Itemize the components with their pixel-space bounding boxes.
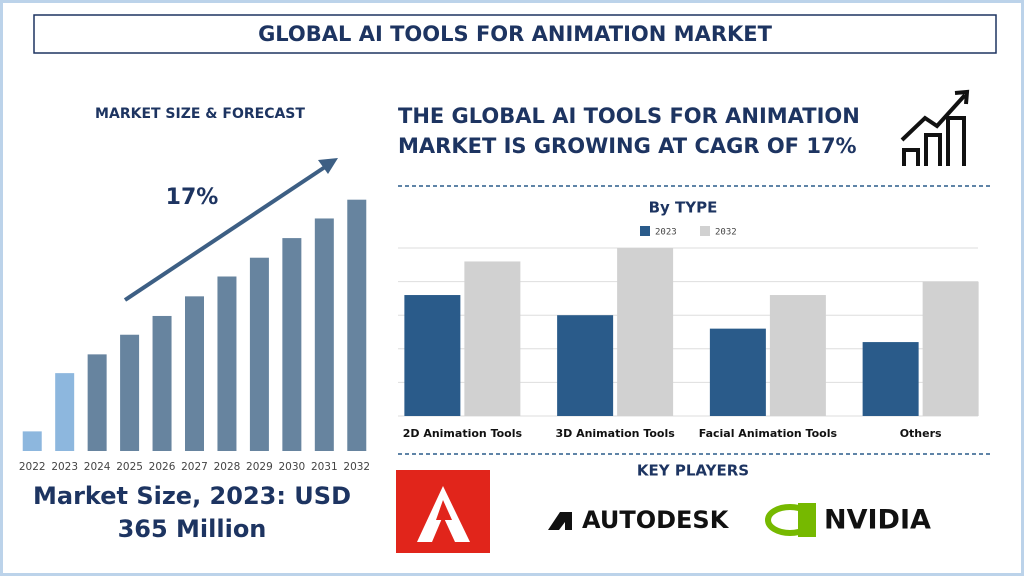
bar: [404, 295, 461, 416]
x-tick-label: 2032: [343, 461, 370, 473]
bar: [152, 315, 172, 451]
autodesk-mark: [548, 512, 572, 530]
nvidia-mark: [765, 503, 816, 537]
nvidia-logo: NVIDIA: [824, 505, 931, 536]
x-tick-label: Others: [900, 427, 942, 440]
legend-label: 2032: [715, 228, 737, 238]
chart-title: By TYPE: [649, 199, 718, 217]
x-tick-label: 2023: [51, 461, 78, 473]
x-tick-label: 2027: [181, 461, 208, 473]
x-tick-label: 2022: [19, 461, 46, 473]
bar: [347, 199, 367, 451]
bar: [557, 315, 614, 416]
legend-swatch: [640, 226, 650, 236]
x-tick-label: 2025: [116, 461, 143, 473]
bar: [22, 431, 42, 451]
autodesk-logo: AUTODESK: [582, 506, 730, 534]
x-tick-label: 2029: [246, 461, 273, 473]
bar: [314, 218, 334, 451]
market-size: Market Size, 2023: USD: [33, 482, 351, 510]
bar: [55, 373, 75, 451]
bar: [709, 328, 766, 416]
bar: [249, 257, 269, 451]
bar: [464, 261, 521, 416]
bar: [862, 342, 919, 416]
bar: [217, 276, 237, 451]
bar: [617, 248, 674, 416]
x-tick-label: 2028: [214, 461, 241, 473]
legend-label: 2023: [655, 228, 677, 238]
growth-icon: [900, 89, 970, 166]
x-tick-label: 3D Animation Tools: [555, 427, 675, 440]
bar: [282, 238, 302, 451]
x-tick-label: Facial Animation Tools: [699, 427, 838, 440]
x-tick-label: 2030: [278, 461, 305, 473]
market-size: 365 Million: [118, 515, 267, 543]
x-tick-label: 2031: [311, 461, 338, 473]
x-tick-label: 2024: [84, 461, 111, 473]
bar: [769, 295, 826, 416]
key-players-title: KEY PLAYERS: [637, 462, 749, 480]
headline: MARKET IS GROWING AT CAGR OF 17%: [398, 134, 857, 158]
growth-arrow: [123, 163, 330, 302]
headline: THE GLOBAL AI TOOLS FOR ANIMATION: [398, 104, 860, 128]
bar: [185, 296, 204, 451]
bar: [120, 334, 140, 451]
x-tick-label: 2026: [149, 461, 176, 473]
title-box: [33, 14, 997, 54]
bar: [922, 281, 979, 416]
adobe-logo: [396, 470, 490, 553]
legend-swatch: [700, 226, 710, 236]
annotation: 17%: [166, 185, 219, 210]
left-title: MARKET SIZE & FORECAST: [95, 106, 305, 122]
page-title: GLOBAL AI TOOLS FOR ANIMATION MARKET: [258, 22, 773, 46]
bar: [87, 354, 107, 451]
x-tick-label: 2D Animation Tools: [403, 427, 523, 440]
growth-arrowhead: [318, 158, 338, 174]
